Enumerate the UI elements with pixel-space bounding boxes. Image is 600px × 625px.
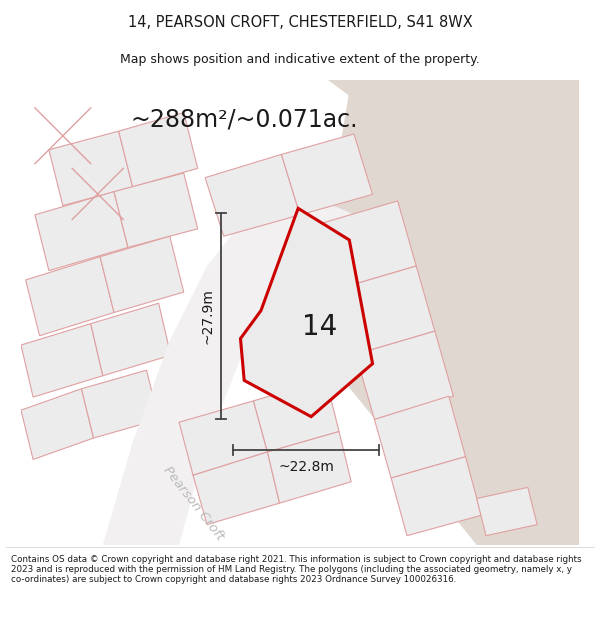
Polygon shape [21,324,103,397]
Polygon shape [268,431,351,503]
Polygon shape [328,80,579,368]
Polygon shape [281,134,373,215]
Text: Contains OS data © Crown copyright and database right 2021. This information is : Contains OS data © Crown copyright and d… [11,554,581,584]
Polygon shape [21,389,94,459]
Text: ~22.8m: ~22.8m [278,460,334,474]
Polygon shape [35,192,128,271]
Polygon shape [319,201,416,289]
Polygon shape [356,331,454,419]
Polygon shape [374,396,466,478]
Polygon shape [91,303,171,376]
Polygon shape [103,192,361,545]
Polygon shape [241,208,373,417]
Text: ~27.9m: ~27.9m [201,288,215,344]
Text: 14: 14 [302,313,338,341]
Polygon shape [254,379,339,452]
Polygon shape [477,488,537,536]
Polygon shape [179,401,268,475]
Polygon shape [391,457,481,536]
Text: Pearson Croft: Pearson Croft [160,464,226,542]
Polygon shape [119,112,198,187]
Polygon shape [319,80,579,545]
Polygon shape [337,266,435,354]
Polygon shape [114,173,198,248]
Polygon shape [205,154,300,236]
Text: Map shows position and indicative extent of the property.: Map shows position and indicative extent… [120,54,480,66]
Text: ~288m²/~0.071ac.: ~288m²/~0.071ac. [130,107,358,131]
Polygon shape [193,452,280,524]
Polygon shape [49,131,133,206]
Polygon shape [310,80,579,266]
Polygon shape [82,370,158,438]
Text: 14, PEARSON CROFT, CHESTERFIELD, S41 8WX: 14, PEARSON CROFT, CHESTERFIELD, S41 8WX [128,15,472,30]
Polygon shape [100,236,184,312]
Polygon shape [26,257,114,336]
